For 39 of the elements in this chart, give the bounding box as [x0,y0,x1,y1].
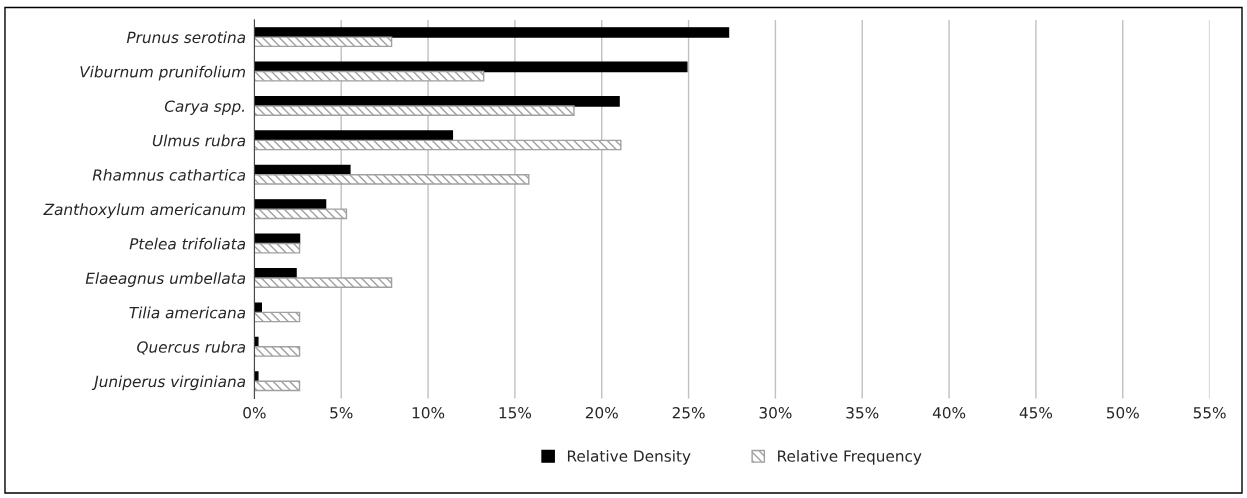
x-tick-label: 40% [932,407,966,419]
bar [254,242,301,254]
bar [254,380,301,392]
y-tick-label: Zanthoxylum americanum [43,203,246,219]
y-tick-label: Viburnum prunifolium [80,65,246,81]
x-tick-label: 50% [1106,407,1139,419]
x-tick-label: 5% [330,407,353,419]
x-tick-label: 25% [672,407,705,419]
bar [254,130,454,142]
bar [254,371,259,382]
y-tick-label: Juniperus virginiana [91,375,246,391]
x-tick-label: 10% [412,407,445,419]
y-tick-label: Rhamnus cathartica [92,168,246,181]
x-tick-label: 0% [243,407,266,419]
bar [254,311,301,323]
y-tick-label: Ulmus rubra [152,134,246,147]
bar [254,174,530,185]
y-tick-label: Quercus rubra [137,340,246,355]
y-tick-label: Prunus serotina [126,31,246,44]
x-tick-label: 35% [846,407,879,419]
y-tick-label: Tilia americana [129,306,246,319]
bar [254,346,301,357]
legend-label: Relative Frequency [778,450,922,465]
x-tick-label: 55% [1193,407,1226,419]
bar [254,70,485,82]
bar [254,208,348,220]
y-tick-label: Carya spp. [164,100,245,115]
legend-label: Relative Density [567,450,691,465]
x-tick-label: 30% [759,407,792,419]
y-tick-label: Elaeagnus umbellata [85,272,246,287]
bar [254,36,393,48]
bar [254,139,622,151]
bar [254,27,730,38]
y-tick-label: Ptelea trifoliata [129,237,246,250]
x-tick-label: 20% [585,407,618,419]
bar [254,277,393,288]
bar [254,105,575,116]
x-tick-label: 45% [1019,407,1053,419]
x-tick-label: 15% [499,407,532,419]
